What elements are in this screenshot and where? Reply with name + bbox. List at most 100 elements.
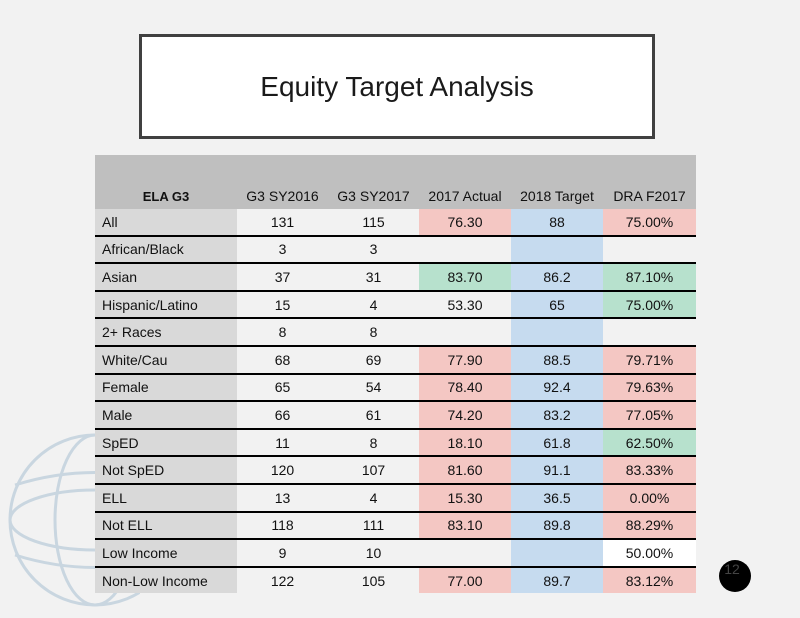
table-row: Hispanic/Latino 15 4 53.30 65 75.00% [95,290,696,320]
table-row: Female 65 54 78.40 92.4 79.63% [95,373,696,403]
cell-target: 61.8 [511,428,603,458]
cell-sy2016: 37 [237,263,328,292]
cell-target: 89.7 [511,566,603,594]
column-header: G3 SY2017 [328,155,419,209]
cell-actual: 77.00 [419,566,511,594]
table-row: Not ELL 118 111 83.10 89.8 88.29% [95,511,696,541]
cell-sy2016: 118 [237,511,328,541]
cell-sy2016: 15 [237,290,328,320]
cell-label: Male [95,401,237,430]
cell-target: 88 [511,209,603,237]
cell-actual: 83.10 [419,511,511,541]
cell-actual: 76.30 [419,209,511,237]
cell-label: Not SpED [95,456,237,485]
cell-label: All [95,209,237,237]
cell-sy2017: 4 [328,483,419,513]
cell-dra: 79.71% [603,345,696,375]
table-row: 2+ Races 8 8 [95,318,696,347]
cell-sy2017: 115 [328,209,419,237]
cell-label: Asian [95,263,237,292]
cell-sy2016: 9 [237,539,328,568]
table-row: ELL 13 4 15.30 36.5 0.00% [95,483,696,513]
cell-sy2017: 107 [328,456,419,485]
table-row: Low Income 9 10 50.00% [95,539,696,568]
table-row: All 131 115 76.30 88 75.00% [95,209,696,237]
cell-sy2017: 8 [328,428,419,458]
cell-sy2016: 68 [237,345,328,375]
cell-sy2016: 65 [237,373,328,403]
cell-sy2016: 13 [237,483,328,513]
cell-dra: 83.12% [603,566,696,594]
page-number-badge: 12 [719,560,751,592]
cell-actual: 78.40 [419,373,511,403]
cell-dra: 87.10% [603,263,696,292]
cell-label: ELL [95,483,237,513]
cell-actual: 77.90 [419,345,511,375]
cell-actual: 15.30 [419,483,511,513]
cell-actual [419,235,511,265]
page-number: 12 [724,561,740,577]
table-row: Not SpED 120 107 81.60 91.1 83.33% [95,456,696,485]
cell-sy2017: 4 [328,290,419,320]
cell-target [511,318,603,347]
table-row: SpED 11 8 18.10 61.8 62.50% [95,428,696,458]
cell-sy2016: 66 [237,401,328,430]
cell-sy2017: 69 [328,345,419,375]
cell-sy2016: 3 [237,235,328,265]
cell-target: 88.5 [511,345,603,375]
cell-dra: 75.00% [603,290,696,320]
cell-target [511,539,603,568]
cell-actual: 18.10 [419,428,511,458]
cell-dra: 77.05% [603,401,696,430]
cell-sy2017: 10 [328,539,419,568]
cell-dra: 79.63% [603,373,696,403]
cell-label: Not ELL [95,511,237,541]
cell-dra: 75.00% [603,209,696,237]
cell-sy2017: 111 [328,511,419,541]
table-row: Male 66 61 74.20 83.2 77.05% [95,401,696,430]
cell-sy2016: 8 [237,318,328,347]
cell-sy2016: 131 [237,209,328,237]
cell-dra: 88.29% [603,511,696,541]
cell-label: SpED [95,428,237,458]
cell-sy2017: 31 [328,263,419,292]
column-header: 2017 Actual [419,155,511,209]
cell-target: 65 [511,290,603,320]
table-row: Asian 37 31 83.70 86.2 87.10% [95,263,696,292]
column-header: G3 SY2016 [237,155,328,209]
cell-target: 83.2 [511,401,603,430]
column-header: DRA F2017 [603,155,696,209]
table-row: African/Black 3 3 [95,235,696,265]
cell-target: 91.1 [511,456,603,485]
cell-actual: 74.20 [419,401,511,430]
cell-sy2017: 3 [328,235,419,265]
cell-target [511,235,603,265]
cell-sy2017: 105 [328,566,419,594]
cell-label: Hispanic/Latino [95,290,237,320]
cell-dra: 50.00% [603,539,696,568]
cell-label: African/Black [95,235,237,265]
cell-actual: 83.70 [419,263,511,292]
cell-target: 36.5 [511,483,603,513]
equity-table: ELA G3 G3 SY2016 G3 SY2017 2017 Actual 2… [95,155,696,594]
cell-label: White/Cau [95,345,237,375]
column-header: 2018 Target [511,155,603,209]
cell-target: 92.4 [511,373,603,403]
cell-target: 86.2 [511,263,603,292]
cell-sy2017: 8 [328,318,419,347]
cell-label: Low Income [95,539,237,568]
cell-actual [419,318,511,347]
cell-sy2017: 61 [328,401,419,430]
page-title: Equity Target Analysis [260,70,534,102]
cell-dra: 62.50% [603,428,696,458]
cell-label: Non-Low Income [95,566,237,594]
table-row: White/Cau 68 69 77.90 88.5 79.71% [95,345,696,375]
cell-actual: 81.60 [419,456,511,485]
cell-dra [603,235,696,265]
cell-dra: 83.33% [603,456,696,485]
cell-sy2016: 11 [237,428,328,458]
table-row: Non-Low Income 122 105 77.00 89.7 83.12% [95,566,696,594]
cell-label: 2+ Races [95,318,237,347]
cell-label: Female [95,373,237,403]
cell-sy2017: 54 [328,373,419,403]
